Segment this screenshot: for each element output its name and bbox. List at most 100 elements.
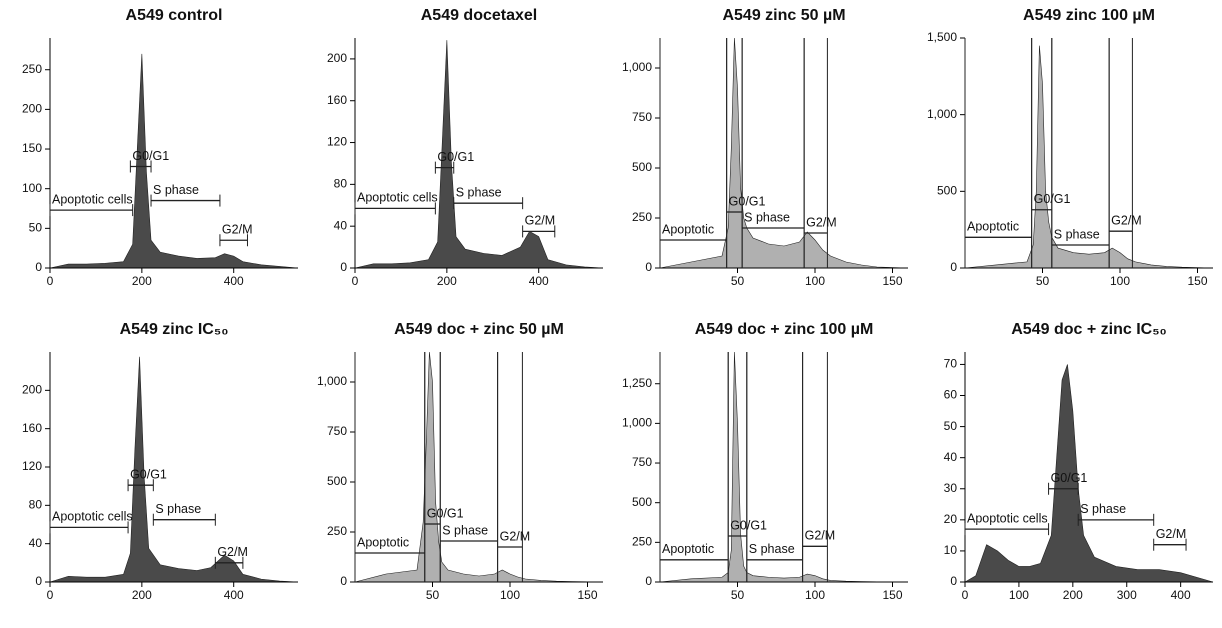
x-tick-label: 50 [1036, 274, 1050, 288]
y-tick-label: 20 [944, 512, 958, 526]
y-tick-label: 160 [22, 421, 42, 435]
gate-label: G0/G1 [1051, 471, 1088, 485]
gate-label: Apoptotic cells [52, 192, 133, 206]
histogram [963, 364, 1214, 583]
panel-title: A549 doc + zinc 50 µM [394, 321, 564, 338]
y-tick-label: 120 [22, 459, 42, 473]
x-tick-label: 200 [437, 274, 457, 288]
gate-label: Apoptotic cells [967, 511, 1048, 525]
x-tick-label: 400 [224, 274, 244, 288]
gate-label: S phase [1080, 502, 1126, 516]
y-tick-label: 1,500 [927, 30, 957, 44]
y-tick-label: 120 [327, 135, 347, 149]
y-tick-label: 40 [944, 450, 958, 464]
gate-label: G0/G1 [730, 518, 767, 532]
x-tick-label: 300 [1117, 588, 1137, 602]
y-tick-label: 80 [334, 177, 348, 191]
gate-label: Apoptotic [967, 220, 1019, 234]
x-tick-label: 50 [731, 274, 745, 288]
panel-title: A549 docetaxel [421, 7, 538, 24]
gate-label: G2/M [217, 545, 248, 559]
gate-label: Apoptotic [662, 542, 714, 556]
y-tick-label: 1,000 [317, 374, 347, 388]
gate-label: G0/G1 [130, 468, 167, 482]
x-tick-label: 100 [805, 588, 825, 602]
y-tick-label: 500 [632, 160, 652, 174]
gate-label: S phase [155, 502, 201, 516]
x-tick-label: 200 [132, 588, 152, 602]
histogram [354, 40, 604, 269]
y-tick-label: 80 [29, 498, 43, 512]
histogram [659, 37, 909, 269]
gate-label: G2/M [805, 529, 836, 543]
x-tick-label: 0 [352, 274, 359, 288]
x-tick-label: 0 [47, 588, 54, 602]
y-tick-label: 60 [944, 388, 958, 402]
x-tick-label: 150 [1187, 274, 1207, 288]
gate-label: G2/M [500, 529, 531, 543]
y-tick-label: 1,250 [622, 376, 652, 390]
gate-label: Apoptotic cells [52, 510, 133, 524]
x-tick-label: 150 [882, 588, 902, 602]
y-tick-label: 1,000 [927, 107, 957, 121]
y-tick-label: 50 [944, 419, 958, 433]
panel-title: A549 zinc 50 µM [722, 7, 845, 24]
x-tick-label: 100 [500, 588, 520, 602]
y-tick-label: 10 [944, 543, 958, 557]
y-tick-label: 0 [950, 574, 957, 588]
histogram [49, 356, 299, 583]
y-tick-label: 200 [327, 51, 347, 65]
y-tick-label: 160 [327, 93, 347, 107]
gate-label: S phase [744, 210, 790, 224]
y-tick-label: 500 [937, 184, 957, 198]
gate-label: Apoptotic [357, 535, 409, 549]
y-tick-label: 500 [327, 474, 347, 488]
x-tick-label: 100 [1009, 588, 1029, 602]
y-tick-label: 150 [22, 141, 42, 155]
panel-title: A549 zinc IC₅₀ [120, 321, 229, 338]
x-tick-label: 150 [577, 588, 597, 602]
x-tick-label: 150 [882, 274, 902, 288]
x-tick-label: 200 [132, 274, 152, 288]
y-tick-label: 40 [29, 536, 43, 550]
y-tick-label: 40 [334, 218, 348, 232]
y-tick-label: 100 [22, 181, 42, 195]
y-tick-label: 0 [645, 260, 652, 274]
gate-label: G0/G1 [427, 506, 464, 520]
gate-label: S phase [1054, 227, 1100, 241]
y-tick-label: 0 [950, 260, 957, 274]
gate-label: G0/G1 [132, 149, 169, 163]
histogram [354, 351, 604, 583]
y-tick-label: 0 [340, 260, 347, 274]
y-tick-label: 750 [632, 110, 652, 124]
gate-label: Apoptotic [662, 222, 714, 236]
x-tick-label: 50 [731, 588, 745, 602]
panel-title: A549 doc + zinc 100 µM [695, 321, 874, 338]
y-tick-label: 50 [29, 221, 43, 235]
y-tick-label: 1,000 [622, 416, 652, 430]
x-tick-label: 100 [1110, 274, 1130, 288]
x-tick-label: 200 [1063, 588, 1083, 602]
gate-label: G2/M [222, 223, 253, 237]
y-tick-label: 200 [22, 383, 42, 397]
gate-label: G2/M [806, 215, 837, 229]
gate-label: S phase [749, 542, 795, 556]
panel-title: A549 zinc 100 µM [1023, 7, 1155, 24]
y-tick-label: 250 [632, 210, 652, 224]
gate-label: S phase [442, 523, 488, 537]
y-tick-label: 30 [944, 481, 958, 495]
gate-label: G2/M [525, 214, 556, 228]
y-tick-label: 750 [632, 455, 652, 469]
y-tick-label: 0 [645, 574, 652, 588]
x-tick-label: 0 [47, 274, 54, 288]
y-tick-label: 250 [327, 524, 347, 538]
gate-label: Apoptotic cells [357, 191, 438, 205]
y-tick-label: 0 [35, 574, 42, 588]
gate-label: G0/G1 [729, 194, 766, 208]
y-tick-label: 250 [22, 62, 42, 76]
y-tick-label: 200 [22, 102, 42, 116]
panel-title: A549 control [126, 7, 223, 24]
gate-label: S phase [456, 185, 502, 199]
gate-label: G0/G1 [437, 150, 474, 164]
